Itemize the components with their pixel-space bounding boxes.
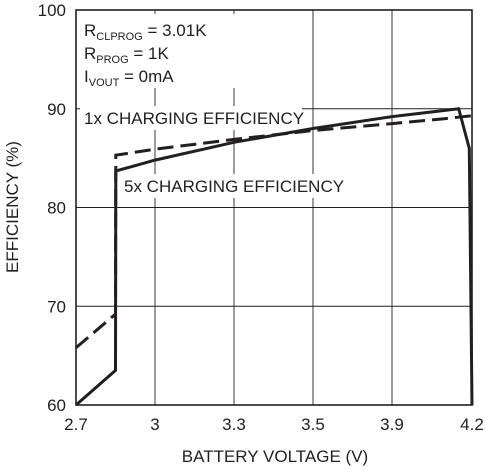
condition-rclprog-symbol: R <box>84 21 96 40</box>
annotation-5x-background <box>120 174 346 198</box>
conditions-background <box>80 14 240 88</box>
y-axis-title: EFFICIENCY (%) <box>3 141 22 273</box>
condition-rprog-value: = 1K <box>129 44 170 63</box>
series-line-5x-solid <box>75 107 474 407</box>
grid-lines <box>76 10 472 405</box>
x-tick-label-3.3: 3.3 <box>222 415 246 434</box>
y-tick-label-90: 90 <box>47 100 66 119</box>
y-tick-label-80: 80 <box>47 199 66 218</box>
condition-rprog: RPROG = 1K <box>84 44 170 66</box>
condition-rclprog-value: = 3.01K <box>143 21 207 40</box>
y-tick-label-70: 70 <box>47 297 66 316</box>
x-tick-label-3.5: 3.5 <box>301 415 325 434</box>
annotation-1x-charging-efficiency: 1x CHARGING EFFICIENCY <box>84 109 304 128</box>
condition-ivout-symbol: I <box>84 67 89 86</box>
annotation-1x-background <box>80 106 302 130</box>
condition-ivout-value: = 0mA <box>119 67 174 86</box>
plot-frame <box>75 9 473 406</box>
condition-rclprog-subscript: CLPROG <box>96 31 142 43</box>
y-tick-label-60: 60 <box>47 396 66 415</box>
x-tick-label-2.7: 2.7 <box>64 415 88 434</box>
y-tick-label-100: 100 <box>38 1 66 20</box>
condition-rclprog: RCLPROG = 3.01K <box>84 21 207 43</box>
x-tick-label-4.2: 4.2 <box>460 415 484 434</box>
condition-ivout-subscript: VOUT <box>89 77 120 89</box>
series-lines <box>75 107 474 407</box>
condition-rprog-subscript: PROG <box>96 54 128 66</box>
x-tick-label-3.9: 3.9 <box>380 415 404 434</box>
x-axis-title: BATTERY VOLTAGE (V) <box>182 447 368 466</box>
annotation-5x-charging-efficiency: 5x CHARGING EFFICIENCY <box>124 177 344 196</box>
condition-rprog-symbol: R <box>84 44 96 63</box>
x-tick-label-3: 3 <box>150 415 159 434</box>
tick-labels: 60 70 80 90 100 2.7 3 3.3 3.5 3.9 4.2 <box>38 1 484 434</box>
series-line-1x-dashed <box>75 114 473 349</box>
condition-ivout: IVOUT = 0mA <box>84 67 174 89</box>
conditions-box: RCLPROG = 3.01K RPROG = 1K IVOUT = 0mA <box>84 21 207 89</box>
